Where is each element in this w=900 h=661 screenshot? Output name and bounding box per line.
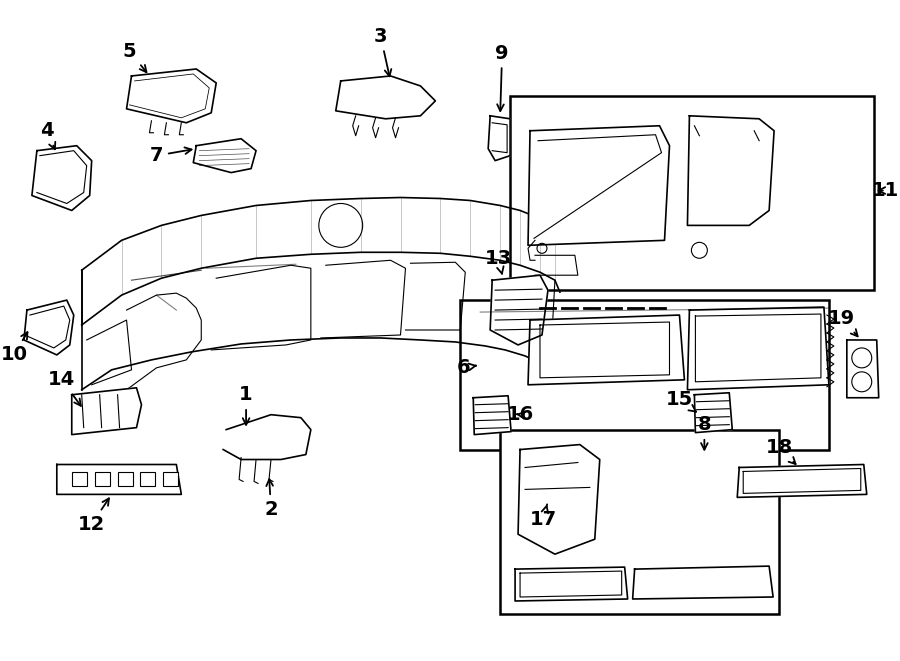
Text: 9: 9	[495, 44, 508, 111]
Text: 5: 5	[122, 42, 147, 72]
Text: 3: 3	[374, 26, 392, 76]
Bar	[94, 473, 110, 486]
Polygon shape	[737, 465, 867, 497]
Text: 10: 10	[1, 332, 28, 364]
Bar	[72, 473, 86, 486]
Text: 2: 2	[265, 479, 278, 519]
Polygon shape	[57, 465, 181, 494]
Polygon shape	[518, 445, 599, 554]
Text: 12: 12	[78, 498, 109, 534]
Text: 15: 15	[666, 390, 697, 412]
Text: 7: 7	[149, 146, 192, 165]
Polygon shape	[695, 393, 733, 432]
Polygon shape	[633, 566, 773, 599]
Text: 8: 8	[698, 415, 711, 449]
Text: 6: 6	[456, 358, 476, 377]
Polygon shape	[194, 139, 256, 173]
Bar	[460, 300, 829, 449]
Polygon shape	[847, 340, 878, 398]
Text: 4: 4	[40, 121, 55, 149]
Polygon shape	[491, 275, 548, 345]
Polygon shape	[24, 300, 74, 355]
Polygon shape	[32, 145, 92, 210]
Bar	[164, 473, 178, 486]
Text: 13: 13	[484, 249, 512, 274]
Bar	[118, 473, 132, 486]
Polygon shape	[688, 116, 774, 225]
Polygon shape	[528, 315, 684, 385]
Polygon shape	[688, 307, 829, 390]
Text: 18: 18	[766, 438, 796, 464]
Polygon shape	[72, 388, 141, 435]
Text: 1: 1	[239, 385, 253, 425]
Text: 14: 14	[49, 370, 81, 406]
Polygon shape	[336, 76, 436, 119]
Text: 16: 16	[507, 405, 534, 424]
Bar	[140, 473, 156, 486]
Polygon shape	[473, 396, 511, 435]
Polygon shape	[528, 126, 670, 245]
Text: 19: 19	[828, 309, 858, 336]
Bar	[500, 430, 779, 614]
Text: 17: 17	[529, 504, 556, 529]
Polygon shape	[127, 69, 216, 123]
Bar	[510, 96, 874, 290]
Polygon shape	[488, 116, 510, 161]
Text: 11: 11	[872, 181, 899, 200]
Polygon shape	[515, 567, 627, 601]
